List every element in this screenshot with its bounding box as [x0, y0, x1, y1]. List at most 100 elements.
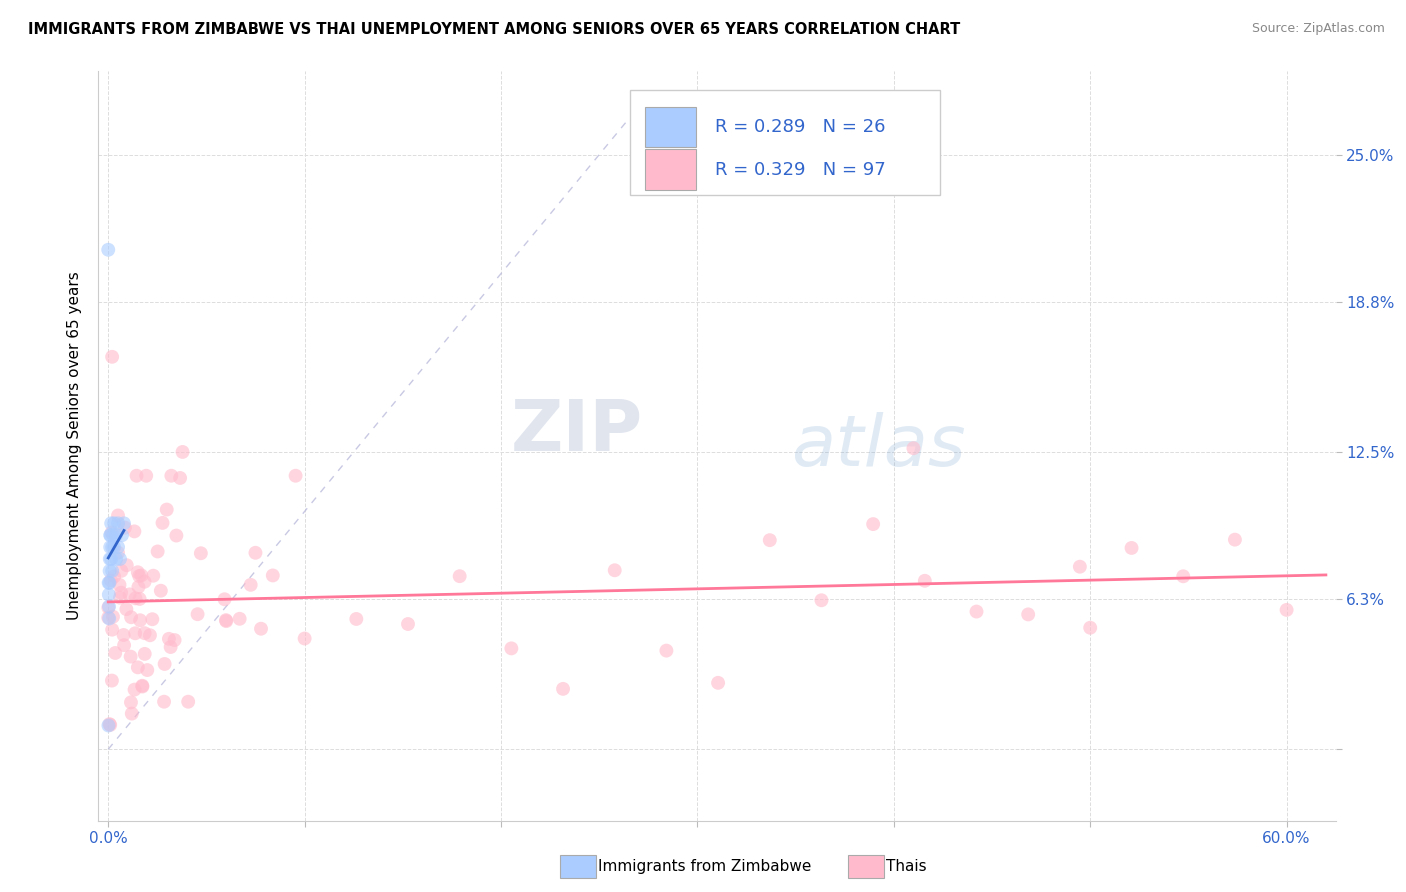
Immigrants from Zimbabwe [97, 718, 120, 732]
Text: Immigrants from Zimbabwe: Immigrants from Zimbabwe [598, 859, 811, 873]
Thais [131, 680, 153, 694]
Thais [125, 468, 148, 483]
FancyBboxPatch shape [645, 149, 696, 190]
Thais [134, 626, 156, 640]
Immigrants from Zimbabwe [105, 528, 128, 542]
Thais [250, 622, 273, 636]
Thais [914, 574, 936, 588]
Thais [127, 660, 149, 674]
FancyBboxPatch shape [645, 106, 696, 147]
Thais [101, 609, 124, 624]
Thais [284, 468, 307, 483]
Text: R = 0.329   N = 97: R = 0.329 N = 97 [714, 161, 886, 178]
Thais [1078, 621, 1101, 635]
Thais [101, 350, 124, 364]
Thais [127, 566, 149, 580]
Immigrants from Zimbabwe [97, 588, 120, 602]
Thais [165, 528, 187, 542]
Thais [146, 544, 169, 558]
Immigrants from Zimbabwe [101, 564, 124, 578]
Thais [603, 563, 626, 577]
Thais [110, 585, 132, 599]
Thais [187, 607, 209, 622]
Thais [115, 558, 138, 573]
Thais [1069, 559, 1091, 574]
Thais [124, 682, 146, 697]
Immigrants from Zimbabwe [103, 516, 125, 531]
Immigrants from Zimbabwe [100, 516, 122, 531]
Thais [214, 592, 236, 607]
Thais [101, 673, 124, 688]
Thais [104, 646, 127, 660]
Text: Thais: Thais [886, 859, 927, 873]
Immigrants from Zimbabwe [112, 516, 135, 531]
Immigrants from Zimbabwe [98, 611, 121, 625]
Thais [152, 516, 174, 530]
Thais [157, 632, 180, 646]
Thais [228, 612, 250, 626]
Thais [245, 546, 267, 560]
Thais [128, 569, 150, 583]
Thais [100, 525, 122, 540]
FancyBboxPatch shape [630, 90, 939, 195]
Thais [153, 657, 176, 671]
Thais [127, 580, 149, 594]
Immigrants from Zimbabwe [111, 528, 134, 542]
Immigrants from Zimbabwe [98, 564, 121, 578]
Thais [262, 568, 284, 582]
Thais [177, 695, 200, 709]
Thais [551, 681, 574, 696]
Thais [1223, 533, 1246, 547]
Thais [108, 578, 131, 592]
Thais [120, 695, 142, 709]
Thais [135, 468, 157, 483]
Thais [98, 718, 121, 732]
Thais [112, 638, 135, 652]
Immigrants from Zimbabwe [100, 552, 122, 566]
Thais [160, 468, 183, 483]
Y-axis label: Unemployment Among Seniors over 65 years: Unemployment Among Seniors over 65 years [67, 272, 83, 620]
Thais [141, 612, 163, 626]
Thais [139, 628, 162, 642]
Thais [966, 605, 988, 619]
Thais [108, 591, 131, 605]
Thais [396, 617, 419, 632]
Thais [190, 546, 212, 560]
Thais [862, 517, 884, 532]
Thais [131, 568, 153, 582]
Thais [172, 445, 194, 459]
Text: ZIP: ZIP [510, 397, 643, 466]
Thais [131, 679, 153, 693]
Thais [100, 574, 122, 588]
Immigrants from Zimbabwe [107, 540, 129, 554]
Immigrants from Zimbabwe [98, 599, 121, 614]
Thais [98, 717, 121, 731]
Immigrants from Zimbabwe [101, 528, 124, 542]
Thais [655, 643, 678, 657]
Thais [810, 593, 832, 607]
Thais [128, 591, 150, 606]
Immigrants from Zimbabwe [107, 516, 129, 531]
Thais [149, 583, 172, 598]
Thais [215, 614, 238, 628]
Thais [120, 610, 142, 624]
Immigrants from Zimbabwe [98, 528, 121, 542]
Thais [97, 610, 120, 624]
Text: atlas: atlas [792, 411, 966, 481]
Thais [129, 613, 152, 627]
Thais [239, 578, 262, 592]
Thais [1121, 541, 1143, 555]
Thais [159, 640, 181, 654]
Thais [114, 521, 136, 535]
Immigrants from Zimbabwe [97, 575, 120, 590]
Thais [134, 647, 156, 661]
Thais [107, 508, 129, 523]
Thais [215, 613, 238, 627]
Thais [142, 568, 165, 582]
Thais [107, 546, 129, 560]
Thais [121, 706, 143, 721]
Thais [294, 632, 316, 646]
Thais [156, 502, 179, 516]
Thais [1173, 569, 1195, 583]
Immigrants from Zimbabwe [108, 552, 131, 566]
